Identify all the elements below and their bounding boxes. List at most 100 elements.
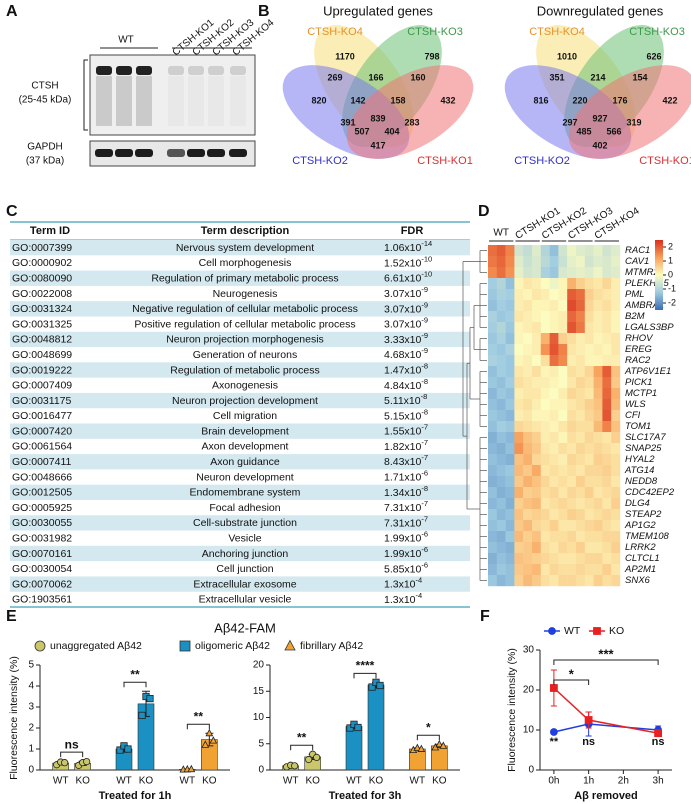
heatmap-cell bbox=[514, 333, 524, 345]
heatmap-cell bbox=[593, 245, 603, 257]
heatmap-cell bbox=[540, 575, 550, 587]
table-cell: GO:0007420 bbox=[12, 425, 72, 437]
table-cell: 3.07x10-9 bbox=[384, 316, 428, 331]
venn-set bbox=[346, 65, 474, 159]
heatmap-cell bbox=[496, 355, 506, 367]
heatmap-cell bbox=[567, 300, 577, 312]
heatmap-cell bbox=[593, 311, 603, 323]
heatmap-cell bbox=[488, 410, 497, 422]
heatmap-cell bbox=[540, 256, 550, 268]
heatmap-cell bbox=[540, 399, 550, 411]
heatmap-cell bbox=[593, 399, 603, 411]
heatmap-cell bbox=[567, 531, 577, 543]
heatmap-cell bbox=[540, 410, 550, 422]
heatmap-cell bbox=[584, 476, 594, 488]
fdr-base: 3.07x10 bbox=[384, 303, 422, 315]
gene-label: CFI bbox=[625, 410, 641, 421]
table-cell: Negative regulation of cellular metaboli… bbox=[132, 303, 358, 315]
heatmap-cell bbox=[488, 245, 497, 257]
table-cell: Positive regulation of cellular metaboli… bbox=[134, 318, 355, 330]
venn-count: 626 bbox=[646, 51, 661, 61]
heatmap-cell bbox=[567, 432, 577, 444]
heatmap-cell bbox=[540, 531, 550, 543]
fdr-exponent: -7 bbox=[421, 423, 428, 432]
significance-label: ns bbox=[582, 736, 595, 748]
table-row-bg bbox=[10, 240, 470, 256]
venn-count: 1170 bbox=[335, 51, 355, 61]
heatmap-cell bbox=[488, 476, 497, 488]
marker bbox=[313, 753, 321, 762]
table-cell: GO:1903561 bbox=[12, 594, 72, 606]
marker bbox=[417, 744, 426, 752]
table-cell: 1.52x10-10 bbox=[384, 254, 432, 269]
heatmap-cell bbox=[584, 564, 594, 576]
heatmap-cell bbox=[488, 311, 497, 323]
gene-label: RHOV bbox=[625, 333, 654, 344]
heatmap-cell bbox=[567, 289, 577, 301]
y-tick-label: 0 bbox=[28, 765, 34, 776]
fdr-base: 7.31x10 bbox=[384, 517, 422, 529]
y-tick-label: 3 bbox=[28, 702, 34, 713]
heatmap-cell bbox=[602, 355, 612, 367]
heatmap-cell bbox=[567, 454, 577, 466]
table-row-bg bbox=[10, 515, 470, 531]
blot-label: (25-45 kDa) bbox=[19, 95, 72, 106]
heatmap-cell bbox=[514, 278, 524, 290]
heatmap-cell bbox=[488, 575, 497, 587]
heatmap-cell bbox=[505, 399, 515, 411]
heatmap-cell bbox=[602, 498, 612, 510]
band bbox=[96, 66, 112, 75]
heatmap-cell bbox=[602, 487, 612, 499]
bar bbox=[367, 684, 385, 771]
significance-bracket bbox=[553, 659, 659, 665]
heatmap-cell bbox=[602, 278, 612, 290]
fdr-exponent: -4 bbox=[416, 576, 423, 585]
heatmap-cell bbox=[576, 311, 585, 323]
heatmap-cell bbox=[567, 245, 577, 257]
heatmap-cell bbox=[593, 553, 603, 565]
fdr-base: 8.43x10 bbox=[384, 456, 422, 468]
table-cell: GO:0022008 bbox=[12, 288, 72, 300]
heatmap-cell bbox=[602, 454, 612, 466]
heatmap-cell bbox=[532, 465, 541, 477]
heatmap-cell bbox=[558, 366, 568, 378]
significance-label: ** bbox=[194, 709, 204, 723]
heatmap-cell bbox=[576, 531, 585, 543]
heatmap-cell bbox=[593, 432, 603, 444]
heatmap-cell bbox=[602, 443, 612, 455]
table-cell: Axon guidance bbox=[210, 456, 280, 468]
heatmap-cell bbox=[558, 476, 568, 488]
heatmap-cell bbox=[567, 333, 577, 345]
y-tick-label: 5 bbox=[258, 738, 264, 749]
gene-label: SLC17A7 bbox=[625, 432, 666, 443]
heatmap-cell bbox=[540, 333, 550, 345]
band bbox=[95, 149, 113, 157]
fdr-exponent: -9 bbox=[421, 300, 428, 309]
heatmap-cell bbox=[505, 256, 515, 268]
heatmap-cell bbox=[593, 333, 603, 345]
heatmap-cell bbox=[532, 322, 541, 334]
heatmap-cell bbox=[549, 256, 559, 268]
heatmap-cell bbox=[593, 377, 603, 389]
fdr-base: 3.33x10 bbox=[384, 334, 422, 346]
heatmap-cell bbox=[488, 300, 497, 312]
venn-count: 220 bbox=[572, 95, 587, 105]
heatmap-cell bbox=[540, 443, 550, 455]
marker bbox=[354, 723, 362, 732]
heatmap-cell bbox=[576, 333, 585, 345]
heatmap-cell bbox=[602, 542, 612, 554]
heatmap-cell bbox=[576, 366, 585, 378]
heatmap-cell bbox=[611, 399, 621, 411]
heatmap-cell bbox=[593, 531, 603, 543]
heatmap-cell bbox=[567, 410, 577, 422]
fdr-exponent: -6 bbox=[421, 469, 428, 478]
heatmap-cell bbox=[540, 311, 550, 323]
heatmap-cell bbox=[523, 399, 533, 411]
heatmap-cell bbox=[523, 245, 533, 257]
heatmap-cell bbox=[540, 245, 550, 257]
panel-label: B bbox=[258, 3, 270, 20]
table-row-bg bbox=[10, 331, 470, 348]
heatmap-cell bbox=[584, 344, 594, 356]
significance-label: ** bbox=[297, 730, 307, 744]
heatmap-cell bbox=[611, 520, 621, 532]
